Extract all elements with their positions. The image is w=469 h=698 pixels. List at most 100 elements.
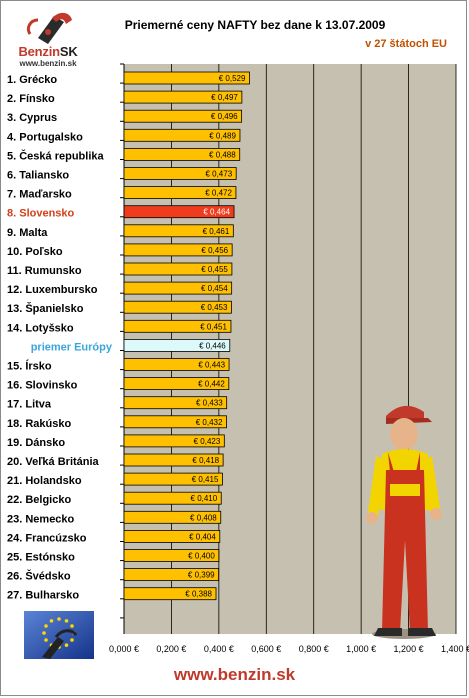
category-label: 10. Poľsko: [7, 246, 63, 258]
bar-value-label: € 0,408: [190, 513, 217, 522]
bar: [123, 434, 225, 448]
category-label: 6. Taliansko: [7, 170, 69, 182]
bar-value-label: € 0,418: [192, 456, 219, 465]
category-label: 7. Maďarsko: [7, 189, 72, 201]
category-label: 11. Rumunsko: [7, 265, 82, 277]
bar: [123, 415, 227, 429]
x-tick-label: 0,000 €: [109, 644, 139, 654]
category-label: 19. Dánsko: [7, 437, 65, 449]
logo-brand: BenzinSK: [18, 44, 78, 59]
bar: [123, 377, 230, 391]
category-label: 20. Veľká Británia: [7, 456, 100, 468]
eu-flag-icon: [24, 611, 94, 659]
bar: [123, 224, 234, 238]
eu-star-icon: [57, 617, 61, 621]
bar: [123, 472, 223, 486]
chart-subtitle: v 27 štátoch EU: [365, 38, 447, 50]
bar-value-label: € 0,461: [203, 227, 230, 236]
category-label: 1. Grécko: [7, 74, 57, 86]
category-label: 26. Švédsko: [7, 570, 71, 583]
bar-value-label: € 0,488: [209, 150, 236, 159]
category-label: 14. Lotyšsko: [7, 322, 74, 334]
bar-value-label: € 0,473: [205, 170, 232, 179]
bar-value-label: € 0,464: [203, 208, 230, 217]
bar: [123, 186, 237, 200]
bar-value-label: € 0,388: [185, 590, 212, 599]
category-label: priemer Európy: [31, 341, 113, 353]
eu-star-icon: [64, 643, 69, 647]
eu-star-icon: [70, 624, 74, 628]
eu-star-icon: [70, 638, 74, 642]
logo-url: www.benzin.sk: [19, 59, 77, 68]
bar: [123, 530, 221, 543]
bar-value-label: € 0,404: [189, 532, 216, 541]
bar-value-label: € 0,497: [211, 93, 238, 102]
bar: [123, 319, 232, 333]
x-tick-label: 0,600 €: [251, 644, 281, 654]
category-label: 13. Španielsko: [7, 302, 84, 315]
bar: [123, 167, 237, 180]
bar: [123, 358, 230, 371]
bar: [123, 491, 222, 505]
bar: [123, 453, 224, 467]
category-label: 8. Slovensko: [7, 208, 75, 220]
bar: [123, 262, 233, 276]
bar-value-label: € 0,453: [201, 303, 228, 312]
bar: [123, 396, 228, 410]
category-label: 15. Írsko: [7, 360, 52, 373]
category-label: 22. Belgicko: [7, 494, 71, 506]
category-label: 4. Portugalsko: [7, 131, 83, 143]
eu-star-icon: [42, 631, 46, 635]
bar-value-label: € 0,415: [192, 475, 219, 484]
bar-value-label: € 0,432: [196, 418, 223, 427]
bar-value-label: € 0,454: [201, 284, 228, 293]
x-tick-label: 1,400 €: [441, 644, 469, 654]
eu-star-icon: [44, 624, 48, 628]
bar-value-label: € 0,410: [191, 494, 218, 503]
bar-value-label: € 0,400: [188, 552, 215, 561]
eu-star-icon: [64, 619, 69, 623]
category-label: 12. Luxembursko: [7, 284, 98, 296]
bar-value-label: € 0,451: [200, 322, 227, 331]
chart-title: Priemerné ceny NAFTY bez dane k 13.07.20…: [124, 18, 386, 32]
bar: [123, 568, 220, 581]
bar-value-label: € 0,442: [198, 380, 225, 389]
bar: [123, 71, 250, 85]
category-label: 17. Litva: [7, 399, 52, 411]
bar-value-label: € 0,455: [201, 265, 228, 274]
bar-value-label: € 0,433: [196, 399, 223, 408]
bars: € 0,529 € 0,497 € 0,496 € 0,489 € 0,488 € 0,4…: [123, 71, 250, 601]
x-tick-label: 1,200 €: [394, 644, 424, 654]
bar-value-label: € 0,443: [198, 361, 225, 370]
fuel-nozzle-icon: [26, 12, 72, 44]
bar: [123, 338, 231, 352]
category-label: 23. Nemecko: [7, 513, 75, 525]
eu-star-icon: [49, 619, 54, 623]
bar: [123, 300, 232, 314]
bar: [123, 587, 217, 601]
category-label: 16. Slovinsko: [7, 380, 78, 392]
x-tick-label: 0,800 €: [299, 644, 329, 654]
category-label: 3. Cyprus: [7, 112, 57, 124]
bar-value-label: € 0,529: [219, 74, 246, 83]
x-tick-label: 0,200 €: [156, 644, 186, 654]
eu-star-icon: [44, 638, 48, 642]
category-label: 27. Bulharsko: [7, 590, 79, 602]
bar-value-label: € 0,489: [209, 131, 236, 140]
bar: [123, 510, 222, 524]
bar: [123, 243, 233, 257]
x-tick-labels: 0,000 € 0,200 € 0,400 € 0,600 € 0,800 € 1,000…: [109, 644, 469, 654]
bar-value-label: € 0,472: [205, 189, 232, 198]
bar-value-label: € 0,423: [194, 437, 221, 446]
bar: [123, 281, 233, 295]
bar: [123, 147, 241, 161]
category-label: 24. Francúzsko: [7, 532, 87, 544]
bar: [123, 128, 241, 142]
bar-value-label: € 0,456: [201, 246, 228, 255]
value-axis: [120, 63, 125, 634]
mascot-illustration: [366, 405, 442, 639]
bar-value-label: € 0,446: [199, 341, 226, 350]
category-label: 21. Holandsko: [7, 475, 82, 487]
category-label: 25. Estónsko: [7, 552, 75, 564]
